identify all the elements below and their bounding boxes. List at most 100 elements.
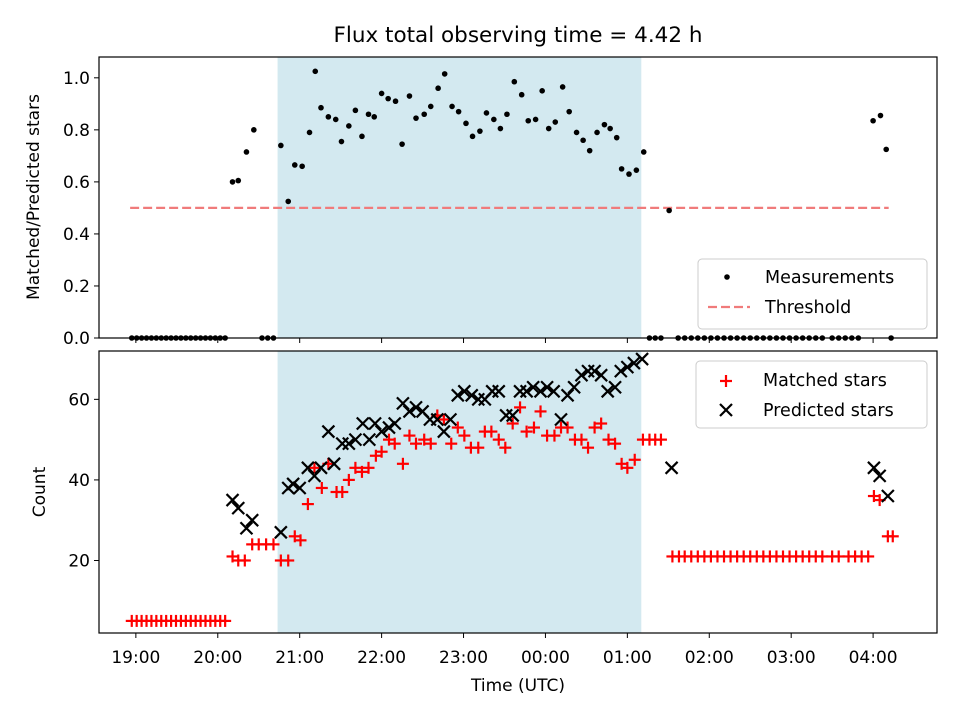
x-tick-label: 19:00: [111, 648, 160, 668]
matched-star-point: [301, 498, 314, 511]
x-tick-label: 04:00: [849, 648, 898, 668]
matched-star-point: [424, 437, 437, 450]
measurement-point: [566, 108, 572, 115]
matched-star-point: [445, 437, 458, 450]
measurement-point: [427, 103, 434, 110]
top-y-tick-label: 0.0: [63, 329, 90, 349]
top-y-axis-label: Matched/Predicted stars: [24, 94, 44, 300]
matched-star-point: [499, 441, 512, 454]
measurement-point: [491, 116, 497, 123]
measurement-point: [332, 116, 339, 123]
measurement-point: [359, 133, 365, 140]
matched-star-point: [388, 437, 401, 450]
observing-span-shade-top: [277, 57, 642, 338]
measurement-point: [525, 117, 532, 124]
measurement-point: [511, 78, 518, 85]
measurement-point: [594, 129, 600, 136]
matched-star-point: [527, 421, 540, 434]
predicted-star-point: [292, 481, 307, 495]
predicted-star-point: [430, 412, 445, 427]
measurement-point: [483, 110, 490, 116]
measurement-point: [312, 68, 319, 75]
predicted-star-point: [457, 384, 472, 399]
top-y-tick-label: 0.8: [63, 121, 90, 141]
matched-star-point: [582, 441, 595, 454]
x-tick-label: 23:00: [439, 648, 488, 668]
predicted-star-point: [608, 380, 622, 395]
predicted-star-point: [286, 477, 300, 491]
predicted-star-point: [409, 400, 423, 415]
legend-measurements-marker: [724, 274, 730, 280]
predicted-star-point: [546, 384, 561, 399]
matched-star-point: [520, 425, 533, 438]
measurement-point: [477, 128, 483, 134]
measurement-point: [883, 146, 890, 153]
top-y-tick-label: 1.0: [63, 69, 90, 89]
matched-star-point: [492, 433, 505, 446]
matched-star-point: [219, 614, 232, 627]
bottom-legend-frame: [695, 360, 928, 429]
matched-star-point: [654, 433, 667, 446]
predicted-star-point: [342, 436, 356, 451]
measurement-point: [435, 85, 441, 92]
matched-star-point: [308, 461, 321, 474]
predicted-star-point: [664, 461, 679, 475]
predicted-star-point: [540, 380, 554, 395]
matched-star-point: [886, 530, 899, 543]
legend-predicted-label: Predicted stars: [763, 401, 894, 421]
top-y-tick-label: 0.4: [63, 225, 90, 245]
matched-star-point: [609, 437, 622, 450]
measurement-point: [613, 134, 620, 141]
matched-star-point: [575, 433, 588, 446]
matched-star-point: [588, 421, 601, 434]
bottom-y-ticks: 20 40 60: [68, 390, 99, 571]
chart-title: Flux total observing time = 4.42 h: [334, 23, 703, 48]
matched-star-point: [410, 437, 423, 450]
matched-star-point: [506, 417, 519, 430]
measurement-point: [421, 111, 428, 118]
matched-star-point: [437, 413, 450, 426]
predicted-star-point: [321, 424, 336, 439]
x-tick-label: 00:00: [521, 648, 570, 668]
bottom-y-tick-label: 40: [68, 471, 90, 491]
measurement-point: [877, 112, 884, 119]
predicted-star-point: [443, 412, 458, 427]
measurement-point: [455, 108, 462, 115]
predicted-star-point: [635, 352, 649, 366]
matched-star-point: [294, 534, 307, 547]
measurement-point: [235, 177, 242, 184]
predicted-star-point: [881, 489, 895, 503]
measurement-point: [633, 167, 640, 173]
measurement-point: [666, 207, 672, 214]
predicted-star-point: [402, 404, 417, 419]
top-plot-frame: [98, 56, 938, 339]
top-y-tick-label: 0.2: [63, 277, 90, 297]
top-legend-frame: [697, 258, 928, 330]
measurement-point: [463, 120, 469, 127]
matched-star-point: [362, 461, 375, 474]
matched-star-point: [485, 425, 498, 438]
predicted-star-point: [245, 513, 259, 527]
predicted-star-point: [519, 384, 534, 399]
measurement-point: [325, 114, 332, 120]
predicted-star-point: [594, 368, 608, 382]
measurement-point: [392, 98, 399, 105]
predicted-star-point: [225, 493, 240, 507]
predicted-star-point: [554, 412, 568, 427]
measurement-point: [504, 111, 510, 118]
predicted-star-point: [620, 360, 635, 374]
x-axis-label: Time (UTC): [470, 676, 565, 696]
bottom-y-tick-label: 60: [68, 390, 90, 410]
predicted-star-point: [574, 368, 589, 382]
measurement-point: [545, 125, 552, 132]
legend-matched-label: Matched stars: [763, 371, 887, 391]
predicted-star-point: [382, 420, 396, 435]
measurement-point: [601, 121, 608, 128]
predicted-star-point: [374, 424, 389, 439]
matched-star-point: [534, 405, 547, 418]
matched-star-point: [349, 461, 362, 474]
matched-star-point: [514, 401, 527, 414]
matched-star-point: [561, 421, 574, 434]
measurement-point: [870, 117, 876, 124]
